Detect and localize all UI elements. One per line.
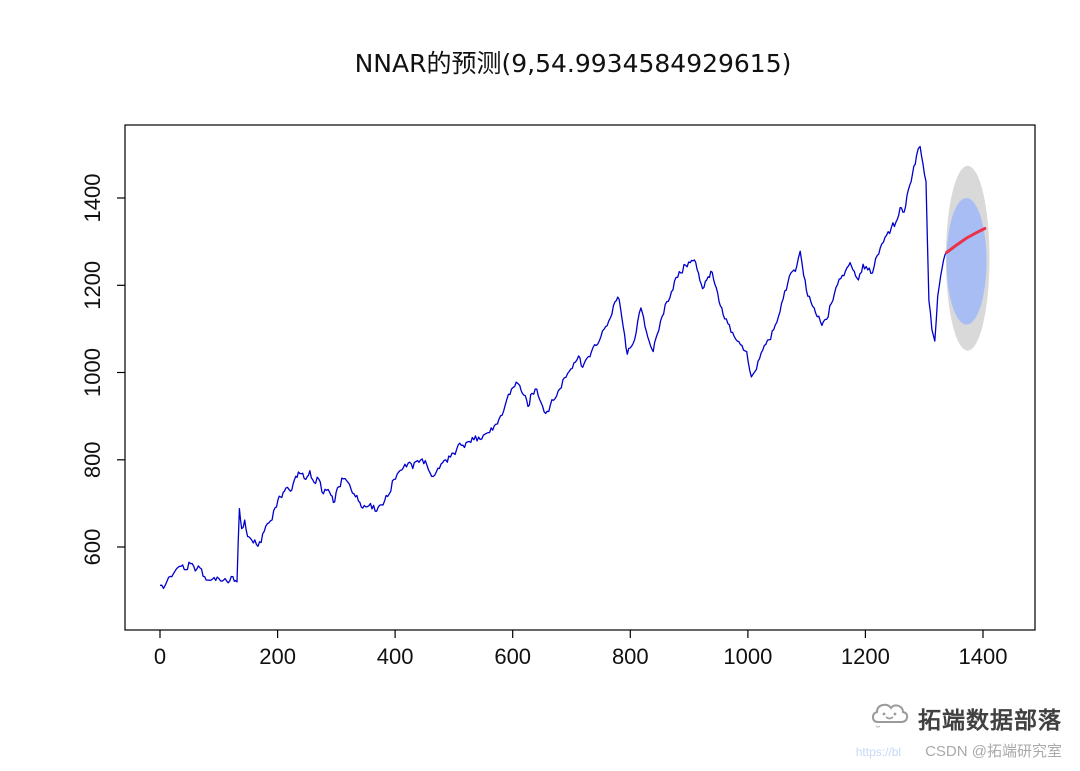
x-tick-label: 400 bbox=[377, 644, 414, 669]
x-tick-label: 200 bbox=[259, 644, 296, 669]
historical-line-path bbox=[159, 145, 948, 590]
forecast-mean-line bbox=[945, 227, 987, 254]
plot-frame bbox=[124, 124, 1036, 631]
forecast-line-path bbox=[945, 227, 987, 254]
chart-title: NNAR的预测(9,54.9934584929615) bbox=[355, 49, 792, 78]
historical-series-line bbox=[159, 145, 948, 590]
x-axis: 0 200 400 600 800 1000 1200 1400 bbox=[154, 630, 1008, 669]
x-tick-label: 800 bbox=[612, 644, 649, 669]
x-tick-label: 1000 bbox=[723, 644, 772, 669]
watermark-brand-text: 拓端数据部落 bbox=[918, 706, 1062, 733]
x-tick-label: 1400 bbox=[959, 644, 1008, 669]
watermark: 拓端数据部落 https://bl CSDN @拓端研究室 bbox=[856, 700, 1062, 761]
y-tick-label: 1400 bbox=[80, 174, 105, 223]
tuoduan-logo-icon bbox=[870, 700, 910, 735]
y-tick-label: 600 bbox=[80, 529, 105, 566]
watermark-credit-row: https://bl CSDN @拓端研究室 bbox=[856, 740, 1062, 761]
interval-band-80% bbox=[946, 197, 987, 325]
y-tick-label: 1200 bbox=[80, 261, 105, 310]
y-tick-label: 800 bbox=[80, 441, 105, 478]
prediction-interval-bands bbox=[945, 165, 990, 351]
x-tick-label: 600 bbox=[494, 644, 531, 669]
watermark-url-fragment: https://bl bbox=[855, 745, 902, 759]
watermark-csdn-credit: CSDN @拓端研究室 bbox=[925, 743, 1062, 760]
watermark-brand-row: 拓端数据部落 bbox=[856, 700, 1062, 735]
y-tick-label: 1000 bbox=[80, 348, 105, 397]
x-tick-label: 1200 bbox=[841, 644, 890, 669]
x-tick-label: 0 bbox=[154, 644, 166, 669]
y-axis: 600 800 1000 1200 1400 bbox=[80, 174, 125, 566]
